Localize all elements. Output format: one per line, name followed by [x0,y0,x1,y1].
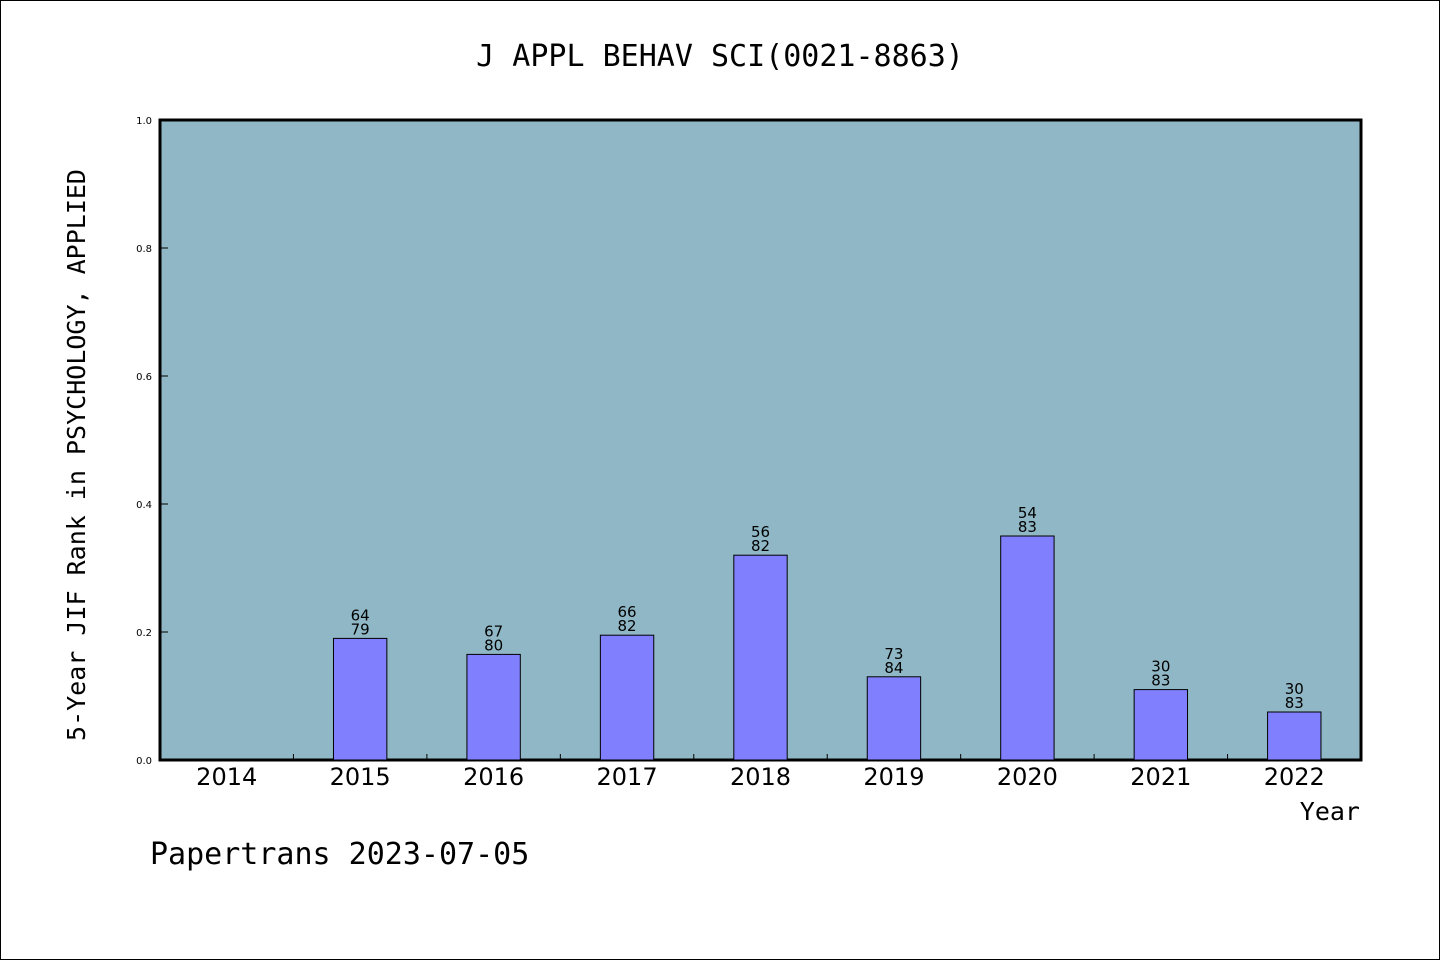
x-tick-label: 2020 [997,763,1058,791]
footer-credit: Papertrans 2023-07-05 [150,837,529,872]
y-tick-label: 0.8 [136,244,152,255]
y-tick-label: 0.4 [136,500,152,511]
x-tick-label: 2019 [863,763,924,791]
bar-total-label: 83 [1151,672,1170,690]
bar [1000,535,1055,761]
x-tick-label: 2014 [196,763,257,791]
y-tick-label: 0.6 [136,372,152,383]
bar [733,554,788,761]
y-tick-label: 1.0 [136,116,152,127]
bar-rank-label: 66 [618,603,637,621]
x-tick-label: 2021 [1130,763,1191,791]
x-tick-label: 2015 [330,763,391,791]
bar [466,653,521,761]
bar-rank-label: 30 [1151,658,1170,676]
bar-rank-label: 56 [751,523,770,541]
x-tick-label: 2018 [730,763,791,791]
bar [866,676,922,761]
chart-title: J APPL BEHAV SCI(0021-8863) [476,39,964,74]
bar-total-label: 82 [751,537,770,555]
x-tick-label: 2017 [597,763,658,791]
bar-total-label: 79 [351,620,370,638]
bar-rank-label: 30 [1285,680,1304,698]
bar-total-label: 83 [1285,694,1304,712]
y-axis-label: 5-Year JIF Rank in PSYCHOLOGY, APPLIED [62,169,91,741]
bar [1267,711,1322,761]
x-axis-label: Year [1300,797,1360,826]
bar-total-label: 83 [1018,518,1037,536]
bar-rank-label: 64 [351,606,370,624]
bar [332,637,388,761]
bar-total-label: 80 [484,636,503,654]
x-tick-label: 2016 [463,763,524,791]
bar-rank-label: 67 [484,622,503,640]
bar-rank-label: 73 [884,645,903,663]
bar-total-label: 82 [618,617,637,635]
y-tick-label: 0.2 [136,628,152,639]
y-axis: 0.0 0.2 0.4 0.6 0.8 1.0 [136,116,168,767]
x-axis: 2014 2015 2016 2017 2018 2019 2020 2021 2022 [196,754,1325,791]
bar-total-label: 84 [884,659,903,677]
x-tick-label: 2022 [1264,763,1325,791]
bar [599,634,655,761]
bar-rank-label: 54 [1018,504,1037,522]
y-tick-label: 0.0 [136,756,152,767]
bar [1133,689,1189,761]
